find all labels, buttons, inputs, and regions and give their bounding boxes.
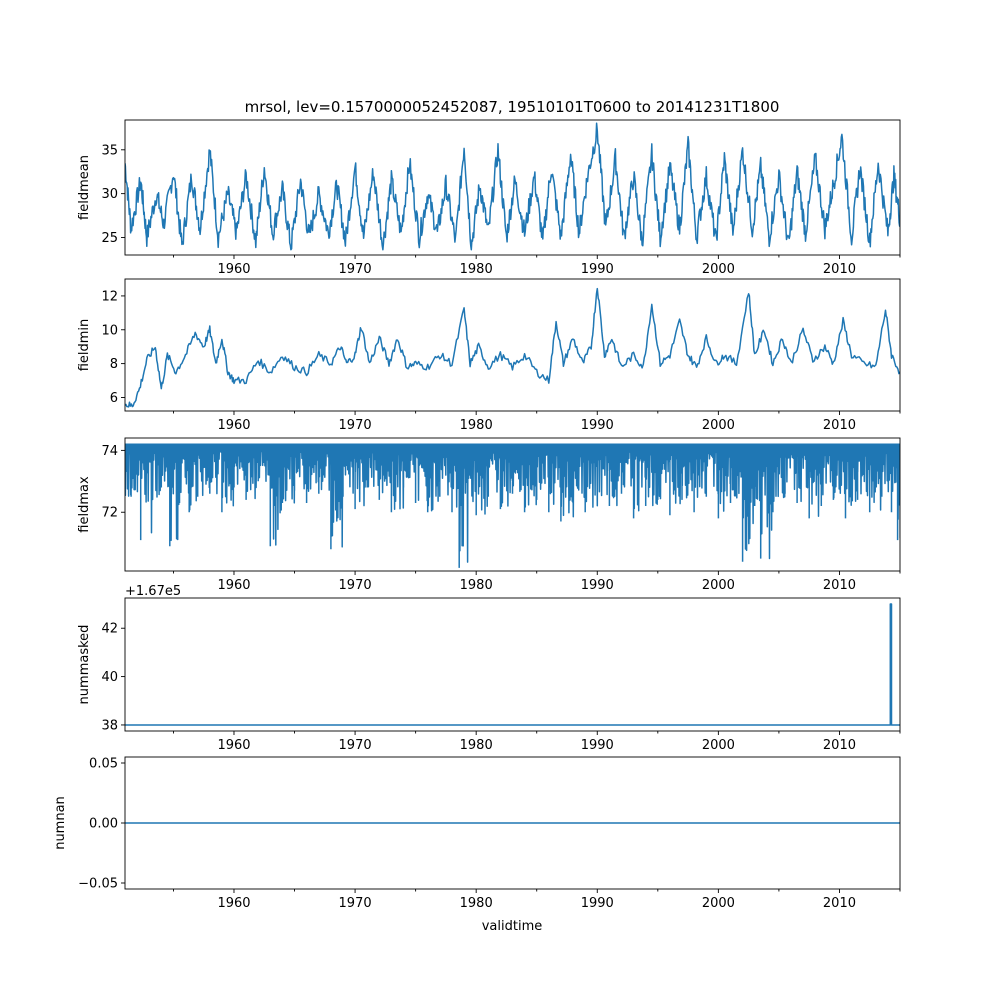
fieldmin-x-tick-label: 2000: [702, 418, 735, 433]
panel-numnan: 1960 1970 1980 1990 2000 2010 −0.05 0.00 0.05 num…: [53, 757, 901, 911]
panels: 1960 1970 1980 1990 2000 2010253035fieldmean1…: [53, 119, 901, 911]
fieldmean-y-tick-label: 25: [101, 231, 118, 246]
fieldmax-x-tick-label: 1980: [460, 578, 493, 593]
nummasked-y-axis-label: nummasked: [77, 625, 92, 705]
fieldmin-x-tick-label: 1960: [217, 418, 250, 433]
numnan-x-tick-label: 1960: [217, 896, 250, 911]
numnan-y-tick-label: −0.05: [78, 877, 118, 892]
fieldmax-series-line: [125, 443, 900, 568]
panel-fieldmin: 1960 1970 1980 1990 2000 2010 6 8 10 12 fieldmin: [77, 278, 901, 433]
fieldmean-y-axis-label: fieldmean: [77, 155, 92, 220]
fieldmax-x-tick-label: 2010: [823, 578, 856, 593]
nummasked-y-tick-label: 38: [101, 718, 118, 733]
fieldmin-y-tick-label: 8: [110, 357, 118, 372]
fieldmean-x-tick-label: 1960: [217, 262, 250, 277]
fieldmean-y-tick-label: 30: [101, 187, 118, 202]
fieldmax-x-tick-label: 1990: [581, 578, 614, 593]
nummasked-x-tick-label: 2010: [823, 738, 856, 753]
nummasked-x-tick-label: 1960: [217, 738, 250, 753]
fieldmin-y-axis-label: fieldmin: [77, 319, 92, 372]
nummasked-x-tick-label: 2000: [702, 738, 735, 753]
numnan-y-tick-label: 0.05: [89, 757, 118, 772]
numnan-x-tick-label: 1980: [460, 896, 493, 911]
chart-title: mrsol, lev=0.1570000052452087, 19510101T…: [245, 98, 780, 116]
fieldmean-x-tick-label: 2000: [702, 262, 735, 277]
numnan-x-tick-label: 1970: [339, 896, 372, 911]
fieldmean-x-tick-label: 1970: [339, 262, 372, 277]
fieldmean-series-line: [125, 122, 900, 251]
fieldmin-x-tick-label: 2010: [823, 418, 856, 433]
fieldmean-axes-frame: [124, 119, 901, 256]
nummasked-x-tick-label: 1990: [581, 738, 614, 753]
fieldmax-y-tick-label: 74: [101, 444, 118, 459]
fieldmax-x-tick-label: 2000: [702, 578, 735, 593]
fieldmax-x-tick-label: 1960: [217, 578, 250, 593]
fieldmean-x-tick-label: 2010: [823, 262, 856, 277]
numnan-y-tick-label: 0.00: [89, 817, 118, 832]
nummasked-series-line: [125, 603, 900, 726]
panel-fieldmean: 1960 1970 1980 1990 2000 2010 25 30 35 fieldmean: [77, 119, 901, 277]
fieldmean-y-tick-label: 35: [101, 143, 118, 158]
fieldmean-x-tick-label: 1990: [581, 262, 614, 277]
fieldmax-x-tick-label: 1970: [339, 578, 372, 593]
nummasked-x-tick-label: 1980: [460, 738, 493, 753]
numnan-x-tick-label: 2010: [823, 896, 856, 911]
nummasked-y-tick-label: 42: [101, 622, 118, 637]
fieldmin-axes-frame: [124, 278, 901, 412]
fieldmin-x-tick-label: 1980: [460, 418, 493, 433]
nummasked-y-tick-label: 40: [101, 670, 118, 685]
panel-fieldmax: 1960 1970 1980 1990 2000 2010 72 74 fieldmax: [77, 437, 901, 593]
numnan-y-axis-label: numnan: [53, 796, 68, 850]
fieldmin-y-tick-label: 6: [110, 391, 118, 406]
fieldmin-y-tick-label: 12: [101, 289, 118, 304]
fieldmin-y-tick-label: 10: [101, 323, 118, 338]
numnan-x-tick-label: 1990: [581, 896, 614, 911]
fieldmin-series-line: [125, 287, 900, 408]
fieldmax-axes-frame: [124, 437, 901, 572]
numnan-x-tick-label: 2000: [702, 896, 735, 911]
fieldmean-x-tick-label: 1980: [460, 262, 493, 277]
panel-nummasked: 1960 1970 1980 1990 2000 2010 38 40 42 nummasked +…: [77, 584, 901, 753]
fieldmin-x-tick-label: 1970: [339, 418, 372, 433]
fieldmin-x-tick-label: 1990: [581, 418, 614, 433]
nummasked-axes-frame: [124, 597, 901, 732]
nummasked-x-tick-label: 1970: [339, 738, 372, 753]
nummasked-offset-label: +1.67e5: [125, 584, 181, 599]
fieldmax-y-axis-label: fieldmax: [77, 476, 92, 533]
x-axis-label: validtime: [482, 919, 543, 934]
fieldmax-y-tick-label: 72: [101, 506, 118, 521]
